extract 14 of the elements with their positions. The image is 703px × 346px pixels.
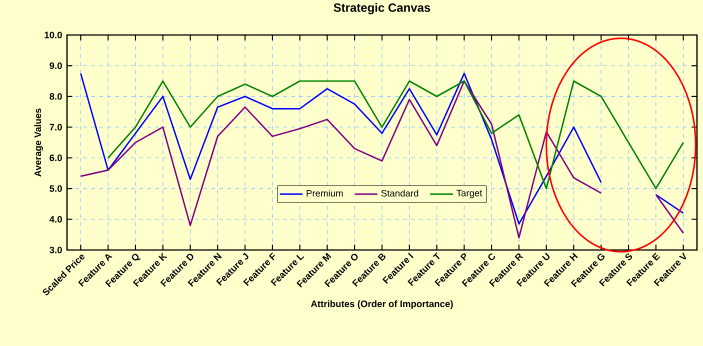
legend-label: Standard	[381, 190, 418, 197]
y-axis-title: Average Values	[34, 108, 43, 177]
y-tick-label: 10.0	[44, 32, 62, 38]
y-tick-label: 4.0	[49, 216, 62, 223]
chart-title: Strategic Canvas	[334, 3, 430, 14]
y-tick-label: 8.0	[50, 93, 62, 100]
y-tick-label: 7.0	[50, 124, 62, 130]
x-axis-title: Attributes (Order of Importance)	[310, 300, 453, 309]
y-tick-label: 9.0	[50, 62, 62, 70]
y-tick-label: 6.0	[50, 154, 62, 162]
legend-label: Target	[456, 190, 482, 198]
y-tick-label: 3.0	[50, 246, 62, 254]
y-tick-label: 5.0	[50, 185, 62, 192]
legend-label: Premium	[306, 190, 343, 197]
